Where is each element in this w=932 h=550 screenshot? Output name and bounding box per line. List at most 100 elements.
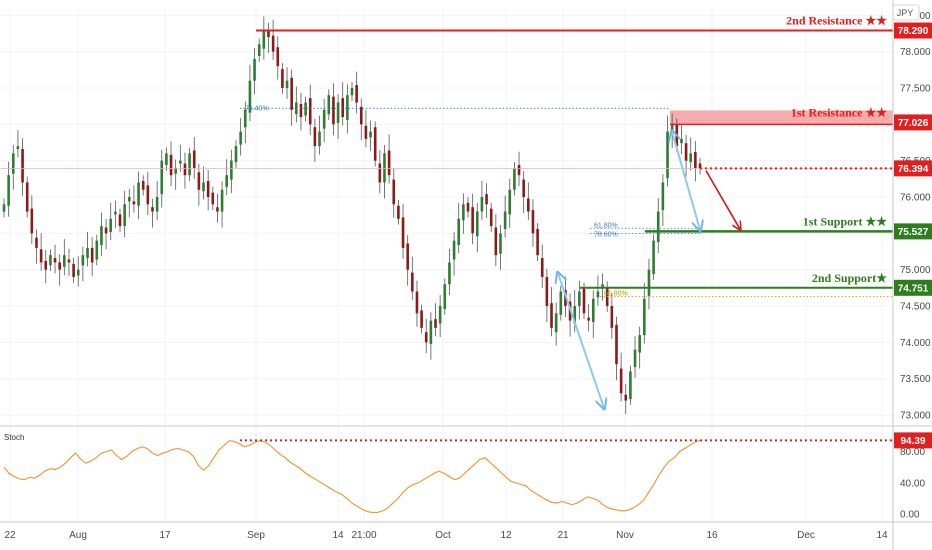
time-tick-label: 21:00 [351,530,376,541]
price-tick-label: 74.000 [900,338,931,349]
time-tick-label: Sep [247,530,265,541]
candle-body [127,197,131,202]
candle-body [188,153,191,176]
candle-body [336,102,340,123]
candle-body [132,201,136,205]
candle-body [434,319,437,328]
candle-body [267,31,270,38]
candle-body [2,204,6,212]
candle-body [318,131,321,147]
candle-body [550,303,553,328]
price-tick-label: 77.500 [900,83,931,94]
projection-arrows [558,132,740,408]
candle-body [411,272,414,292]
fib-label: 76.40% [245,105,269,112]
price-badge [894,22,932,39]
candle-body [243,109,247,128]
stochastic-panel: Stoch [3,433,893,513]
candle-body [137,182,140,206]
stoch-tick-label: 80.00 [900,447,925,458]
candle-body [183,163,187,176]
candle-body [438,306,442,324]
stoch-badge [894,432,932,449]
price-badge [894,279,932,296]
candle-body [401,217,405,248]
candle-body [39,249,43,263]
candle-body [174,167,177,174]
candle-body [689,153,693,163]
candle-body [25,182,29,212]
candle-body [230,160,233,180]
time-tick-label: 17 [159,530,171,541]
candle-body [202,182,205,192]
candle-body [290,77,293,110]
candle-body [44,260,48,270]
time-tick-label: 21 [557,530,569,541]
candle-body [63,255,66,267]
candle-body [527,198,530,212]
price-badge [894,223,932,240]
candle-body [76,269,80,276]
candle-body [448,262,451,285]
candle-body [578,291,581,307]
candle-body [489,208,493,227]
measure-arrow [558,273,604,407]
candlesticks [2,16,702,415]
candle-body [424,332,428,343]
candle-body [220,189,224,212]
candle-body [536,228,539,256]
candle-body [643,298,646,336]
candle-body [53,258,57,263]
projection-arrow [705,170,740,230]
candle-body [30,208,34,234]
candle-body [90,247,94,263]
price-badge-text: 75.527 [898,227,929,238]
candle-body [100,226,103,245]
level-label: 2nd Resistance ★★ [786,14,887,28]
candle-body [591,298,595,323]
time-tick-label: 16 [706,530,718,541]
candle-body [624,394,628,401]
candle-body [652,240,655,275]
candle-body [67,259,71,263]
candle-body [531,210,535,234]
candle-body [271,35,275,52]
candle-body [369,131,372,138]
candle-body [11,153,15,174]
price-tick-label: 75.000 [900,265,931,276]
resistance-zone [670,110,893,125]
candle-body [661,182,665,211]
time-tick-label: Nov [616,530,634,541]
time-tick-label: 12 [500,530,512,541]
price-badge-text: 76.394 [898,164,929,175]
time-tick-label: 14 [876,530,888,541]
symbol-label: JPY [897,8,914,18]
level-label: 1st Resistance ★★ [791,105,887,119]
candle-body [684,143,688,161]
candle-body [429,320,433,344]
candle-body [192,150,196,168]
candle-body [151,207,154,212]
candle-body [480,197,484,212]
candle-body [587,317,590,321]
candle-body [443,284,447,309]
candle-body [596,291,600,298]
candle-body [397,205,400,219]
candle-body [346,95,349,120]
time-tick-label: 14 [332,530,344,541]
candle-body [513,167,516,190]
candle-body [114,211,117,215]
candle-body [522,179,525,198]
candle-body [206,181,210,198]
candle-body [656,211,660,243]
candle-body [666,131,669,179]
candle-body [155,197,159,212]
level-label: 1st Support ★★ [803,214,887,228]
candle-body [123,204,126,227]
candle-body [582,288,586,314]
candle-body [16,146,20,150]
candle-body [359,106,363,125]
fib-label: 61.80% [594,222,618,229]
